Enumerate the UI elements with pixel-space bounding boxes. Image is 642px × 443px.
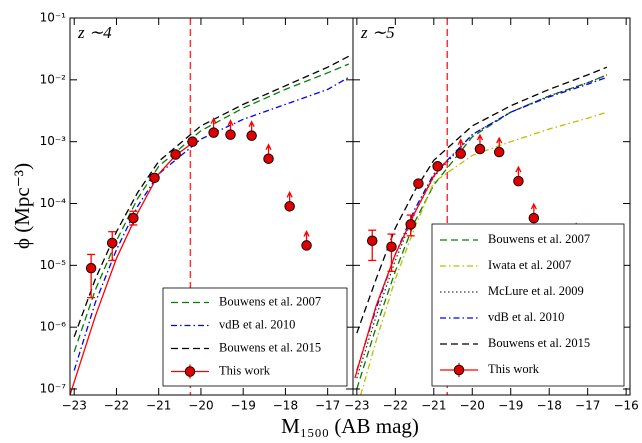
x-tick-label: −23 [344,399,369,413]
data-point [246,130,257,141]
data-point [284,201,295,212]
legend-label: Bouwens et al. 2007 [488,232,590,246]
data-point [455,148,466,159]
data-point [513,175,524,187]
x-tick-label: −21 [421,399,446,413]
x-tick-label: −18 [273,399,298,413]
data-point [128,212,139,224]
data-point [474,143,486,155]
x-tick-label: −17 [575,399,600,413]
legend-swatch [184,366,196,377]
legend-label: Bouwens et al. 2015 [488,336,590,350]
x-tick-label: −23 [62,399,87,413]
legend-label: This work [488,362,540,376]
legend-label: This work [219,363,271,377]
y-tick-label: 10⁻⁷ [40,382,67,396]
data-point [106,237,118,249]
model-line [356,74,608,390]
y-tick-label: 10⁻⁶ [40,320,67,334]
x-tick-label: −22 [104,399,129,413]
x-tick-label: −19 [231,399,256,413]
x-axis-label: M₁₅₀₀ (AB mag) [281,414,419,438]
model-line [356,66,608,334]
plot-area [70,18,350,395]
legend-box [431,223,625,387]
model-line [356,74,608,379]
data-point [85,262,97,274]
data-point [432,161,443,172]
x-tick-label: −22 [383,399,408,413]
model-line [73,63,350,353]
data-point [405,219,416,230]
panel-label: z ∼5 [360,23,395,42]
data-point [366,235,378,246]
data-point [528,212,540,224]
x-tick-label: −20 [188,399,213,413]
y-tick-label: 10⁻⁵ [40,258,67,272]
legend-label: McLure et al. 2009 [488,284,584,298]
legend-label: vdB et al. 2010 [219,317,295,331]
panel-label: z ∼4 [77,23,112,42]
data-point [187,136,198,147]
data-point [225,129,236,140]
fit-line [354,159,448,379]
legend-label: Bouwens et al. 2007 [219,294,321,308]
x-tick-label: −18 [537,399,562,413]
model-line [356,76,608,371]
y-tick-label: 10⁻⁴ [40,196,67,210]
legend-label: Iwata et al. 2007 [488,258,571,272]
y-tick-label: 10⁻³ [40,134,67,148]
y-tick-label: 10⁻² [40,72,67,86]
x-tick-label: −20 [460,399,485,413]
axes-frame [352,17,631,396]
data-point [386,241,397,252]
data-point [301,240,312,251]
data-point [263,153,274,164]
data-point [493,146,505,158]
x-tick-label: −16 [613,399,638,413]
y-tick-label: 10⁻¹ [40,11,67,25]
x-tick-label: −19 [498,399,523,413]
data-point [149,172,160,184]
plot-area [354,18,608,395]
data-point [208,127,219,138]
x-tick-label: −17 [315,399,340,413]
legend-label: vdB et al. 2010 [488,310,564,324]
data-point [413,178,424,189]
model-line [73,76,350,371]
x-tick-label: −21 [146,399,171,413]
y-axis-label: ϕ (Mpc⁻³) [10,163,34,249]
legend-swatch [453,364,465,376]
model-line [360,111,608,395]
model-line [73,55,350,338]
legend-label: Bouwens et al. 2015 [219,340,321,354]
data-point [170,149,181,160]
